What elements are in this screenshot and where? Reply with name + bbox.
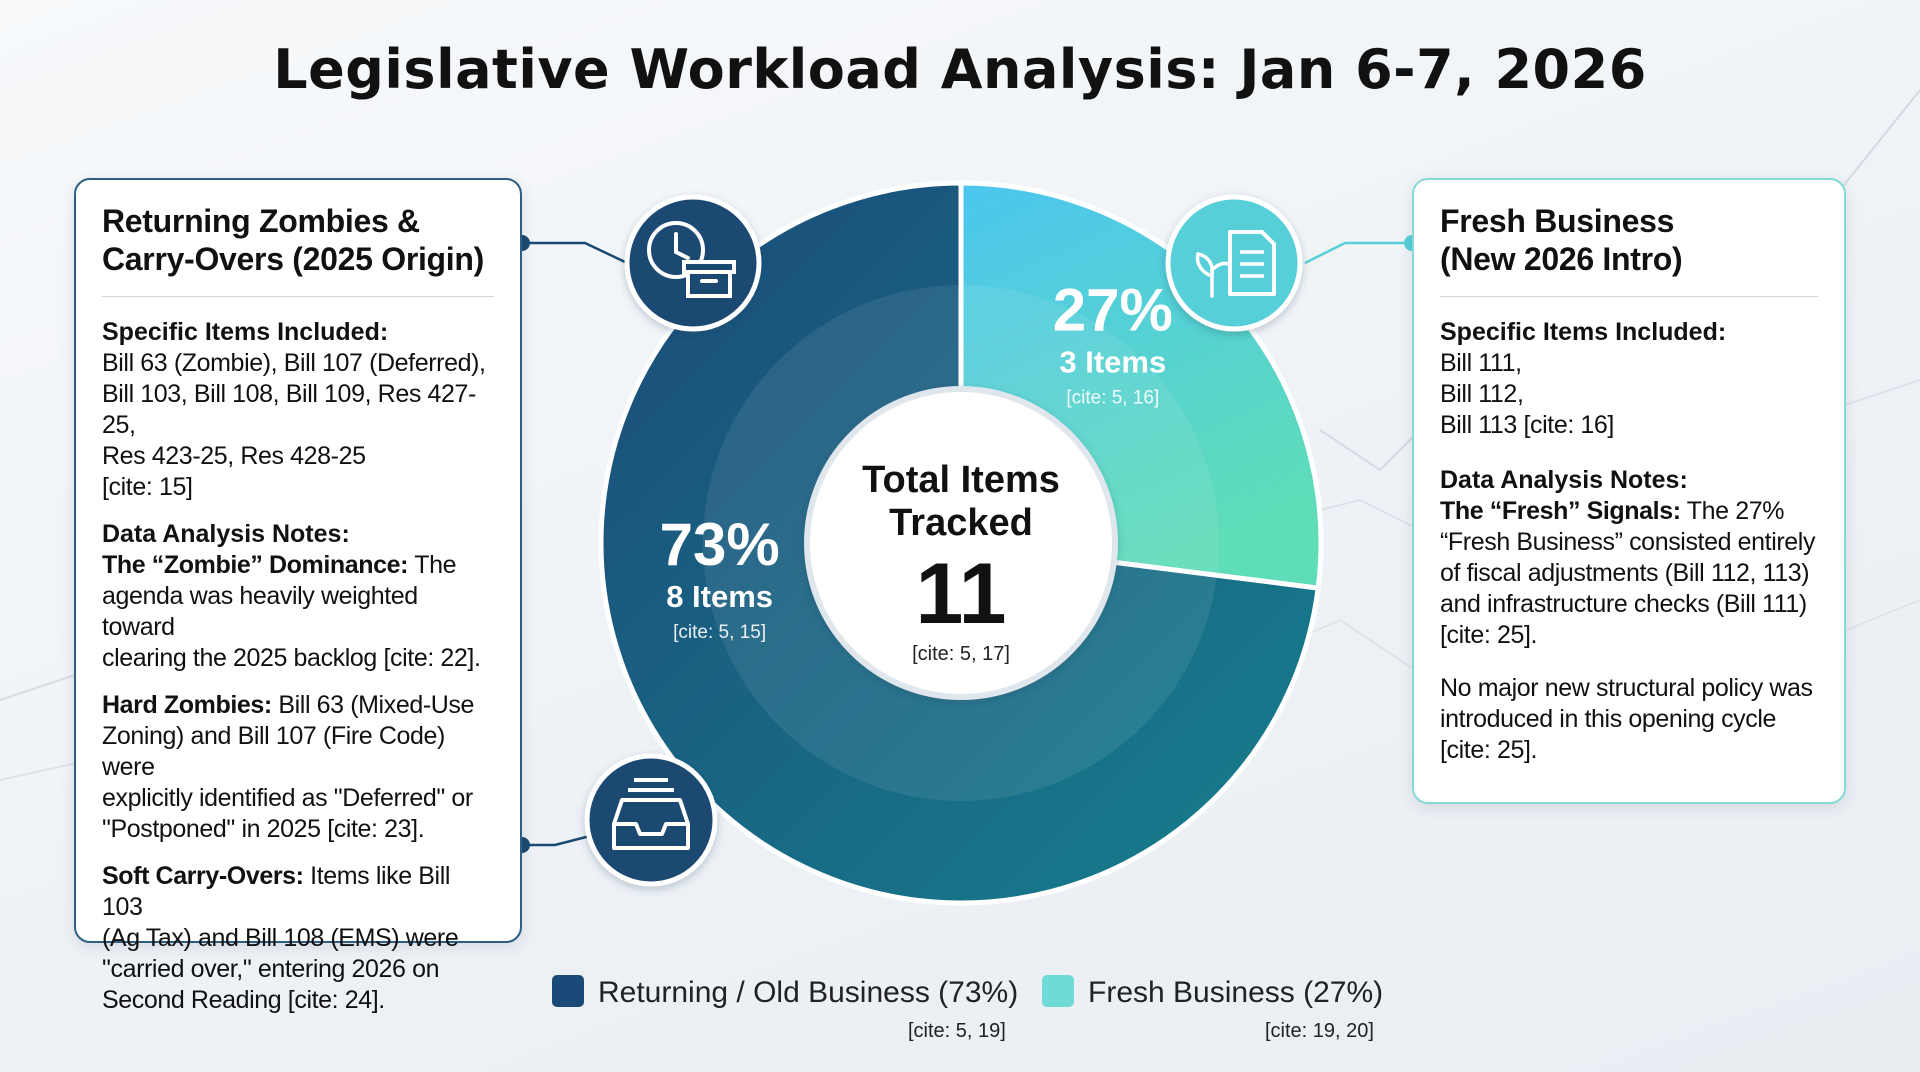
center-title-line2: Tracked: [889, 502, 1033, 544]
right-note1-text1: The 27%: [1680, 497, 1785, 525]
page-title: Legislative Workload Analysis: Jan 6-7, …: [273, 38, 1647, 101]
right-note1-line4: and infrastructure checks (Bill 111): [1440, 590, 1807, 618]
left-note2-line4: "Postponed" in 2025 [cite: 23].: [102, 815, 425, 843]
left-items-cite: [cite: 15]: [102, 473, 193, 501]
left-items-label: Specific Items Included:: [102, 318, 389, 346]
left-note2-text1: Bill 63 (Mixed-Use: [271, 691, 475, 719]
right-notes-label: Data Analysis Notes:: [1440, 466, 1688, 494]
center-cite: [cite: 5, 17]: [912, 643, 1010, 665]
plant-document-icon: [1165, 194, 1303, 332]
left-items-line1: Bill 63 (Zombie), Bill 107 (Deferred),: [102, 349, 486, 377]
fresh-business-card: Fresh Business (New 2026 Intro) Specific…: [1412, 178, 1846, 804]
left-notes-label: Data Analysis Notes:: [102, 520, 350, 548]
right-note2-line1: No major new structural policy was: [1440, 674, 1813, 702]
right-card-heading: Fresh Business (New 2026 Intro): [1440, 202, 1818, 278]
connector-left-bottom: [522, 834, 591, 847]
right-note2-line2: introduced in this opening cycle: [1440, 705, 1777, 733]
legend-cite-old: [cite: 5, 19]: [908, 1020, 1006, 1042]
slice-cite-old: [cite: 5, 15]: [673, 622, 766, 643]
left-note1-line1: The “Zombie” Dominance: The: [102, 550, 494, 581]
left-note3-label: Soft Carry-Overs:: [102, 862, 304, 890]
left-heading-line2: Carry-Overs (2025 Origin): [102, 241, 485, 277]
right-heading-line2: (New 2026 Intro): [1440, 241, 1683, 277]
right-items-line3: Bill 113 [cite: 16]: [1440, 411, 1614, 439]
legend-swatch-fresh: [1042, 975, 1074, 1007]
left-note1-line3: clearing the 2025 backlog [cite: 22].: [102, 644, 481, 672]
right-divider: [1440, 296, 1818, 297]
legend-label-fresh: Fresh Business (27%): [1088, 976, 1384, 1009]
left-note3-text1: Items like Bill 103: [102, 862, 451, 921]
right-note1-line5: [cite: 25].: [1440, 621, 1538, 649]
left-note1-text1: The: [408, 551, 457, 579]
legend-item-old: Returning / Old Business (73%): [552, 975, 1018, 1010]
right-note2-line3: [cite: 25].: [1440, 736, 1538, 764]
slice-cite-fresh: [cite: 5, 16]: [1066, 388, 1159, 409]
connector-left-top: [522, 241, 626, 264]
right-items-line2: Bill 112,: [1440, 380, 1524, 408]
inbox-tray-icon: [584, 753, 718, 887]
center-disc: [804, 386, 1118, 700]
center-title-line1: Total Items: [862, 459, 1060, 501]
slice-percent-fresh: 27%: [1053, 277, 1173, 344]
clock-box-icon: [624, 194, 762, 332]
left-note3-line3: "carried over," entering 2026 on: [102, 955, 440, 983]
left-heading-line1: Returning Zombies &: [102, 203, 420, 239]
center-total: 11: [916, 546, 1007, 642]
left-note3-line4: Second Reading [cite: 24].: [102, 986, 385, 1014]
connector-right-top: [1304, 241, 1412, 265]
left-note3-line1: Soft Carry-Overs: Items like Bill 103: [102, 861, 494, 923]
left-items-line2: Bill 103, Bill 108, Bill 109, Res 427-25…: [102, 380, 476, 439]
left-note2-line3: explicitly identified as "Deferred" or: [102, 784, 473, 812]
legend-swatch-old: [552, 975, 584, 1007]
legend-item-fresh: Fresh Business (27%): [1042, 975, 1383, 1010]
left-note1-line2: agenda was heavily weighted toward: [102, 582, 418, 641]
right-note1-line1: The “Fresh” Signals: The 27%: [1440, 496, 1818, 527]
right-items-line1: Bill 111,: [1440, 349, 1522, 377]
left-note2-line1: Hard Zombies: Bill 63 (Mixed-Use: [102, 690, 494, 721]
slice-items-fresh: 3 Items: [1059, 345, 1166, 380]
slice-items-old: 8 Items: [666, 579, 773, 614]
left-note3-line2: (Ag Tax) and Bill 108 (EMS) were: [102, 924, 459, 952]
right-heading-line1: Fresh Business: [1440, 203, 1675, 239]
right-items-label: Specific Items Included:: [1440, 318, 1727, 346]
slice-labels: 27%3 Items [cite: 5, 16] 73%8 Items [cite: …: [660, 277, 1173, 643]
legend-cite-fresh: [cite: 19, 20]: [1265, 1020, 1374, 1042]
left-items-line3: Res 423-25, Res 428-25: [102, 442, 366, 470]
left-note2-line2: Zoning) and Bill 107 (Fire Code) were: [102, 722, 445, 781]
right-note1-line3: of fiscal adjustments (Bill 112, 113): [1440, 559, 1810, 587]
left-divider: [102, 296, 494, 297]
right-note1-label: The “Fresh” Signals:: [1440, 497, 1681, 525]
returning-business-card: Returning Zombies & Carry-Overs (2025 Or…: [74, 178, 522, 1014]
left-card-heading: Returning Zombies & Carry-Overs (2025 Or…: [102, 202, 494, 278]
slice-percent-old: 73%: [660, 511, 780, 578]
right-note1-line2: “Fresh Business” consisted entirely: [1440, 528, 1816, 556]
legend-label-old: Returning / Old Business (73%): [598, 976, 1019, 1009]
left-note2-label: Hard Zombies:: [102, 691, 272, 719]
left-note1-label: The “Zombie” Dominance:: [102, 551, 409, 579]
